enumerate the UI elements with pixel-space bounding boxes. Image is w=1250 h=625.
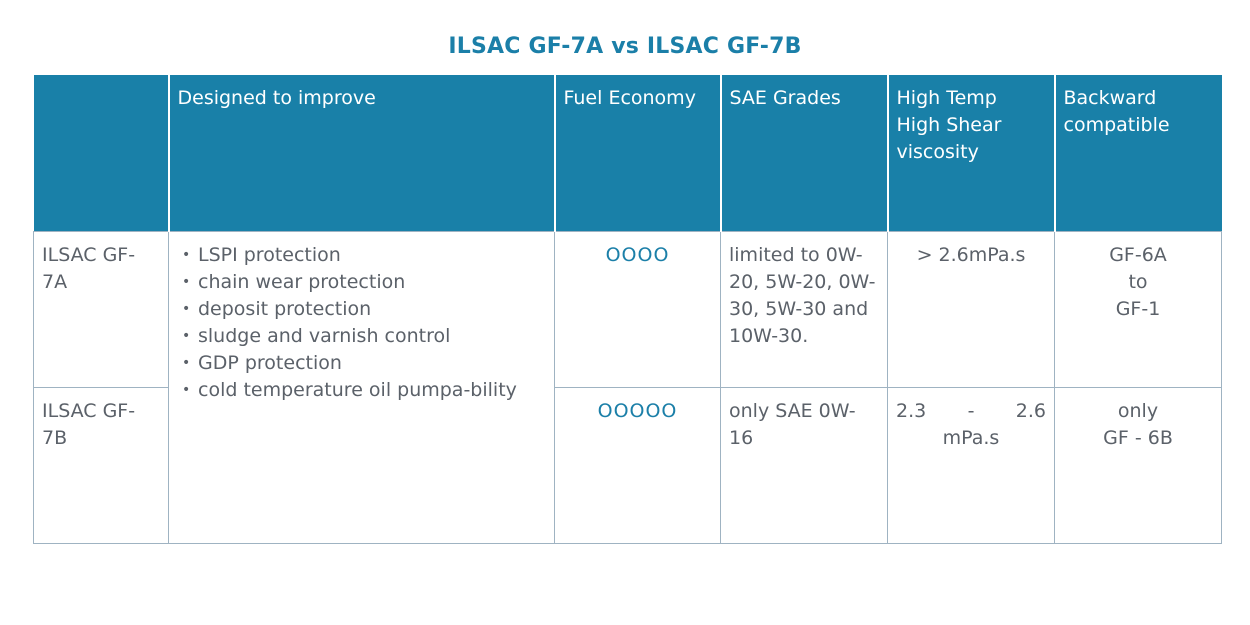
header-blank xyxy=(33,75,170,231)
list-item: • deposit protection xyxy=(177,296,546,323)
backward-gf7b-line1: only xyxy=(1117,399,1159,422)
fuel-economy-gf7a: OOOO xyxy=(554,230,721,388)
hths-gf7b-unit: mPa.s xyxy=(942,426,1000,449)
bullet-icon: • xyxy=(182,300,191,317)
hths-gf7a: > 2.6mPa.s xyxy=(887,230,1055,388)
list-item: • chain wear protection xyxy=(177,269,546,296)
header-sae-grades: SAE Grades xyxy=(719,75,889,231)
header-fuel-economy: Fuel Economy xyxy=(553,75,722,231)
backward-gf7a-line3: GF-1 xyxy=(1115,297,1161,320)
bullet-icon: • xyxy=(182,273,191,290)
row-name-gf7b: ILSAC GF-7B xyxy=(33,386,169,544)
header-hths-viscosity: High Temp High Shear viscosity xyxy=(886,75,1056,231)
page-title: ILSAC GF-7A vs ILSAC GF-7B xyxy=(448,34,802,59)
backward-gf7a-line1: GF-6A xyxy=(1109,243,1167,266)
table-row-gf7b: ILSAC GF-7B OOOOO only SAE 0W-16 2.3 - 2… xyxy=(33,386,1222,544)
bullet-icon: • xyxy=(182,246,191,263)
header-row: Designed to improve Fuel Economy SAE Gra… xyxy=(33,75,1222,231)
hths-gf7b-high: 2.6 xyxy=(1015,399,1046,422)
hths-gf7b-dash: - xyxy=(967,399,975,422)
bullet-icon: • xyxy=(182,327,191,344)
backward-gf7b: only GF - 6B xyxy=(1054,386,1222,544)
bullet-icon: • xyxy=(182,354,191,371)
bullet-icon: • xyxy=(182,381,191,398)
comparison-table: Designed to improve Fuel Economy SAE Gra… xyxy=(33,75,1222,544)
list-item: • GDP protection xyxy=(177,350,546,377)
fuel-economy-gf7b: OOOOO xyxy=(554,386,721,544)
backward-gf7a-line2: to xyxy=(1128,270,1148,293)
header-backward-compatible: Backward compatible xyxy=(1053,75,1222,231)
list-item: • cold temperature oil pumpa-bility xyxy=(177,377,546,404)
list-item: • sludge and varnish control xyxy=(177,323,546,350)
hths-gf7b: 2.3 - 2.6 mPa.s xyxy=(887,386,1055,544)
backward-gf7b-line2: GF - 6B xyxy=(1103,426,1173,449)
features-cell: • LSPI protection • chain wear protection … xyxy=(168,230,555,544)
table-row-gf7a: ILSAC GF-7A • LSPI protection • chain wear… xyxy=(33,230,1222,544)
hths-gf7b-low: 2.3 xyxy=(896,399,927,422)
backward-gf7a: GF-6A to GF-1 xyxy=(1054,230,1222,388)
sae-grades-gf7a: limited to 0W-20, 5W-20, 0W-30, 5W-30 an… xyxy=(720,230,888,388)
list-item: • LSPI protection xyxy=(177,242,546,269)
row-name-gf7a: ILSAC GF-7A xyxy=(33,230,169,388)
header-designed-to-improve: Designed to improve xyxy=(167,75,556,231)
features-list: • LSPI protection • chain wear protection … xyxy=(177,242,546,404)
sae-grades-gf7b: only SAE 0W-16 xyxy=(720,386,888,544)
